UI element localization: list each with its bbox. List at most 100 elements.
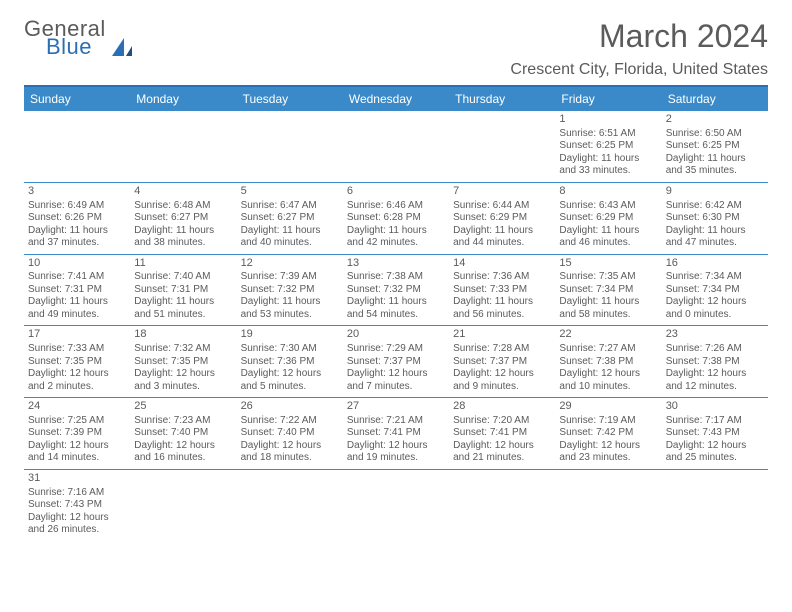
- day-daylight1: Daylight: 12 hours: [241, 440, 339, 453]
- day-sunrise: Sunrise: 7:32 AM: [134, 343, 232, 356]
- day-daylight2: and 10 minutes.: [559, 381, 657, 394]
- day-daylight2: and 16 minutes.: [134, 452, 232, 465]
- day-sunset: Sunset: 7:36 PM: [241, 356, 339, 369]
- day-sunset: Sunset: 7:33 PM: [453, 284, 551, 297]
- day-daylight1: Daylight: 12 hours: [559, 368, 657, 381]
- day-sunrise: Sunrise: 6:51 AM: [559, 128, 657, 141]
- day-daylight1: Daylight: 12 hours: [666, 440, 764, 453]
- day-daylight2: and 58 minutes.: [559, 309, 657, 322]
- day-sunset: Sunset: 7:41 PM: [453, 427, 551, 440]
- day-sunset: Sunset: 7:37 PM: [453, 356, 551, 369]
- day-number: 7: [453, 185, 551, 199]
- day-number: 25: [134, 400, 232, 414]
- day-cell: 18Sunrise: 7:32 AMSunset: 7:35 PMDayligh…: [130, 326, 236, 397]
- day-cell: 17Sunrise: 7:33 AMSunset: 7:35 PMDayligh…: [24, 326, 130, 397]
- day-sunset: Sunset: 7:34 PM: [559, 284, 657, 297]
- calendar-row: 3Sunrise: 6:49 AMSunset: 6:26 PMDaylight…: [24, 183, 768, 255]
- title-block: March 2024 Crescent City, Florida, Unite…: [510, 18, 768, 79]
- day-sunset: Sunset: 6:30 PM: [666, 212, 764, 225]
- day-sunset: Sunset: 6:25 PM: [666, 140, 764, 153]
- day-daylight1: Daylight: 11 hours: [453, 225, 551, 238]
- day-sunset: Sunset: 7:32 PM: [347, 284, 445, 297]
- day-cell: 22Sunrise: 7:27 AMSunset: 7:38 PMDayligh…: [555, 326, 661, 397]
- day-daylight1: Daylight: 12 hours: [453, 440, 551, 453]
- day-cell: 27Sunrise: 7:21 AMSunset: 7:41 PMDayligh…: [343, 398, 449, 469]
- day-sunset: Sunset: 7:43 PM: [28, 499, 126, 512]
- day-sunset: Sunset: 6:27 PM: [134, 212, 232, 225]
- empty-cell: [555, 470, 661, 541]
- day-cell: 7Sunrise: 6:44 AMSunset: 6:29 PMDaylight…: [449, 183, 555, 254]
- day-daylight1: Daylight: 11 hours: [241, 296, 339, 309]
- day-cell: 15Sunrise: 7:35 AMSunset: 7:34 PMDayligh…: [555, 255, 661, 326]
- day-sunrise: Sunrise: 6:42 AM: [666, 200, 764, 213]
- day-daylight2: and 40 minutes.: [241, 237, 339, 250]
- day-sunrise: Sunrise: 7:17 AM: [666, 415, 764, 428]
- day-cell: 12Sunrise: 7:39 AMSunset: 7:32 PMDayligh…: [237, 255, 343, 326]
- day-daylight1: Daylight: 11 hours: [666, 153, 764, 166]
- day-daylight1: Daylight: 12 hours: [134, 440, 232, 453]
- day-sunrise: Sunrise: 7:16 AM: [28, 487, 126, 500]
- day-number: 23: [666, 328, 764, 342]
- day-sunrise: Sunrise: 7:41 AM: [28, 271, 126, 284]
- day-daylight2: and 47 minutes.: [666, 237, 764, 250]
- day-daylight2: and 38 minutes.: [134, 237, 232, 250]
- day-daylight2: and 51 minutes.: [134, 309, 232, 322]
- day-sunrise: Sunrise: 6:46 AM: [347, 200, 445, 213]
- location-subtitle: Crescent City, Florida, United States: [510, 61, 768, 79]
- day-sunrise: Sunrise: 7:23 AM: [134, 415, 232, 428]
- day-sunrise: Sunrise: 7:36 AM: [453, 271, 551, 284]
- day-cell: 16Sunrise: 7:34 AMSunset: 7:34 PMDayligh…: [662, 255, 768, 326]
- day-sunrise: Sunrise: 6:43 AM: [559, 200, 657, 213]
- day-number: 8: [559, 185, 657, 199]
- day-sunrise: Sunrise: 7:29 AM: [347, 343, 445, 356]
- day-daylight1: Daylight: 12 hours: [453, 368, 551, 381]
- day-daylight2: and 54 minutes.: [347, 309, 445, 322]
- day-cell: 14Sunrise: 7:36 AMSunset: 7:33 PMDayligh…: [449, 255, 555, 326]
- empty-cell: [130, 111, 236, 182]
- day-daylight2: and 53 minutes.: [241, 309, 339, 322]
- day-daylight1: Daylight: 12 hours: [347, 440, 445, 453]
- day-number: 6: [347, 185, 445, 199]
- day-number: 30: [666, 400, 764, 414]
- day-cell: 4Sunrise: 6:48 AMSunset: 6:27 PMDaylight…: [130, 183, 236, 254]
- day-sunset: Sunset: 7:38 PM: [559, 356, 657, 369]
- day-daylight1: Daylight: 11 hours: [134, 296, 232, 309]
- weekday-header: Sunday Monday Tuesday Wednesday Thursday…: [24, 87, 768, 111]
- day-number: 15: [559, 257, 657, 271]
- day-sunrise: Sunrise: 7:25 AM: [28, 415, 126, 428]
- day-cell: 9Sunrise: 6:42 AMSunset: 6:30 PMDaylight…: [662, 183, 768, 254]
- day-daylight1: Daylight: 11 hours: [347, 225, 445, 238]
- day-daylight1: Daylight: 11 hours: [559, 225, 657, 238]
- weekday-label: Monday: [130, 87, 236, 111]
- day-cell: 28Sunrise: 7:20 AMSunset: 7:41 PMDayligh…: [449, 398, 555, 469]
- month-title: March 2024: [510, 18, 768, 55]
- day-sunset: Sunset: 7:31 PM: [134, 284, 232, 297]
- day-daylight2: and 21 minutes.: [453, 452, 551, 465]
- day-sunrise: Sunrise: 7:38 AM: [347, 271, 445, 284]
- logo-sail-icon: [110, 36, 136, 58]
- empty-cell: [449, 111, 555, 182]
- calendar-rows: 1Sunrise: 6:51 AMSunset: 6:25 PMDaylight…: [24, 111, 768, 541]
- day-cell: 1Sunrise: 6:51 AMSunset: 6:25 PMDaylight…: [555, 111, 661, 182]
- day-number: 1: [559, 113, 657, 127]
- day-daylight1: Daylight: 11 hours: [241, 225, 339, 238]
- day-number: 26: [241, 400, 339, 414]
- empty-cell: [662, 470, 768, 541]
- day-daylight2: and 2 minutes.: [28, 381, 126, 394]
- day-daylight1: Daylight: 11 hours: [453, 296, 551, 309]
- day-sunset: Sunset: 7:39 PM: [28, 427, 126, 440]
- header: General Blue March 2024 Crescent City, F…: [24, 18, 768, 79]
- day-number: 27: [347, 400, 445, 414]
- calendar-row: 17Sunrise: 7:33 AMSunset: 7:35 PMDayligh…: [24, 326, 768, 398]
- day-daylight1: Daylight: 12 hours: [28, 368, 126, 381]
- day-daylight2: and 19 minutes.: [347, 452, 445, 465]
- day-sunrise: Sunrise: 7:30 AM: [241, 343, 339, 356]
- day-cell: 24Sunrise: 7:25 AMSunset: 7:39 PMDayligh…: [24, 398, 130, 469]
- day-daylight2: and 3 minutes.: [134, 381, 232, 394]
- day-sunset: Sunset: 7:43 PM: [666, 427, 764, 440]
- day-daylight2: and 7 minutes.: [347, 381, 445, 394]
- day-daylight2: and 0 minutes.: [666, 309, 764, 322]
- day-cell: 21Sunrise: 7:28 AMSunset: 7:37 PMDayligh…: [449, 326, 555, 397]
- day-sunrise: Sunrise: 7:33 AM: [28, 343, 126, 356]
- day-number: 10: [28, 257, 126, 271]
